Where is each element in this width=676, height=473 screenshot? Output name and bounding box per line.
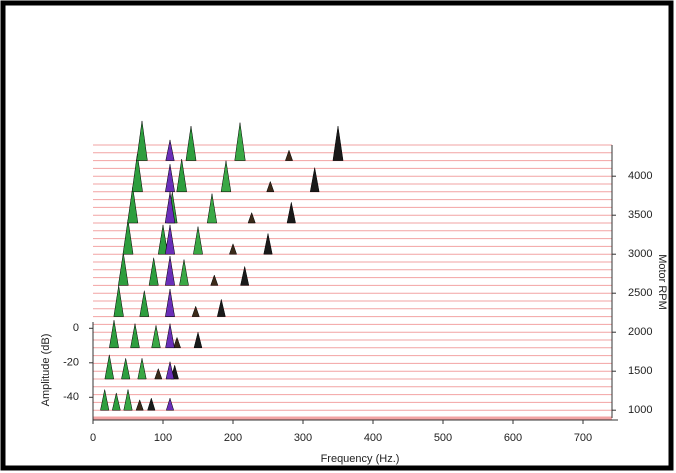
y-tick-label: 0: [73, 322, 79, 334]
x-tick-label: 0: [90, 432, 96, 444]
peak: [122, 219, 134, 255]
peak: [165, 164, 175, 193]
peak: [332, 126, 344, 161]
peak: [131, 153, 143, 193]
peak: [118, 252, 129, 286]
peak: [154, 367, 163, 380]
peak: [164, 191, 176, 224]
peak: [164, 256, 176, 286]
peak: [266, 180, 275, 193]
y-axis-label: Amplitude (dB): [40, 334, 52, 407]
x-tick-label: 400: [364, 432, 382, 444]
peak: [139, 290, 150, 317]
peak: [286, 202, 296, 224]
y2-tick-label: 3500: [628, 209, 652, 221]
y2-tick-label: 1000: [628, 404, 652, 416]
peak: [229, 243, 237, 255]
x-tick-label: 200: [224, 432, 242, 444]
y2-tick-label: 4000: [628, 170, 652, 182]
y2-axis-label: Motor RPM: [656, 254, 668, 310]
peak: [176, 158, 187, 193]
peak: [210, 274, 219, 286]
peak: [179, 259, 189, 286]
peak: [127, 186, 139, 224]
peak: [147, 397, 156, 411]
x-tick-label: 100: [154, 432, 172, 444]
peak: [173, 336, 181, 349]
peak: [263, 233, 273, 255]
peak: [309, 167, 320, 193]
peak: [234, 122, 246, 161]
peak: [109, 320, 119, 349]
y2-tick-label: 1500: [628, 365, 652, 377]
peak: [113, 285, 124, 317]
peak: [136, 120, 148, 161]
peak: [123, 389, 133, 411]
peak: [193, 226, 203, 255]
y-tick-label: -20: [63, 357, 79, 369]
y2-tick-label: 2000: [628, 326, 652, 338]
peak: [206, 193, 218, 224]
peak: [100, 389, 110, 411]
peak: [165, 397, 175, 411]
peak: [285, 149, 293, 161]
peak: [185, 126, 197, 161]
x-tick-label: 500: [434, 432, 452, 444]
y-tick-label: -40: [63, 391, 79, 403]
peak: [111, 392, 121, 411]
peak: [247, 211, 256, 224]
peak: [135, 399, 144, 411]
y2-tick-label: 2500: [628, 287, 652, 299]
y2-tick-label: 3000: [628, 248, 652, 260]
peak: [165, 323, 175, 349]
peak: [157, 224, 169, 255]
x-tick-label: 700: [574, 432, 592, 444]
peak: [216, 299, 226, 317]
x-tick-label: 600: [504, 432, 522, 444]
peak: [240, 266, 250, 286]
peak: [165, 361, 175, 380]
peak: [164, 224, 176, 255]
x-axis-label: Frequency (Hz.): [321, 453, 400, 465]
peak: [121, 358, 131, 380]
peak: [193, 332, 203, 349]
x-tick-label: 300: [294, 432, 312, 444]
peak: [104, 354, 115, 380]
peak: [165, 288, 175, 317]
peak: [191, 305, 200, 317]
peak: [148, 257, 159, 286]
peak: [220, 160, 232, 193]
peak: [165, 139, 175, 161]
peak: [137, 358, 147, 380]
peak: [151, 325, 161, 349]
peak: [130, 323, 140, 349]
